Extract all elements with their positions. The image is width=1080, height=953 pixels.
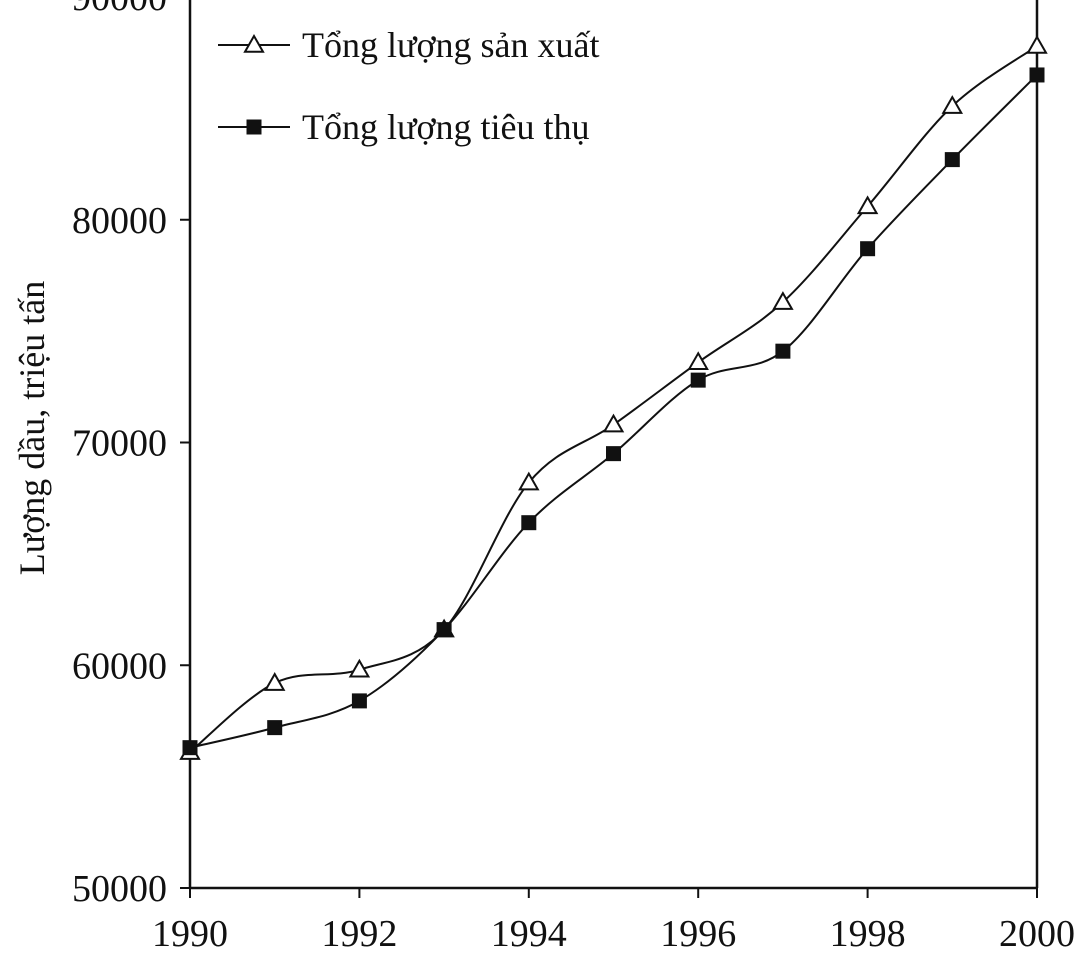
x-tick-label: 1994 — [491, 913, 567, 953]
series-line — [189, 74, 1038, 749]
y-tick-label: 50000 — [72, 868, 167, 910]
data-point — [436, 622, 452, 638]
data-point — [182, 740, 198, 756]
legend-label: Tổng lượng sản xuất — [302, 25, 600, 65]
x-tick-label: 1998 — [830, 913, 906, 953]
data-point — [860, 241, 876, 257]
y-tick-label: 80000 — [72, 200, 167, 242]
data-point — [263, 672, 286, 691]
legend-marker — [246, 119, 262, 135]
legend-label: Tổng lượng tiêu thụ — [302, 107, 590, 147]
y-tick-label: 60000 — [72, 645, 167, 687]
y-tick-label: 70000 — [72, 423, 167, 465]
data-point — [348, 658, 371, 678]
data-point — [856, 195, 879, 215]
legend: Tổng lượng sản xuất Tổng lượng tiêu thụ — [218, 25, 600, 147]
series-2 — [182, 67, 1045, 756]
y-tick-label: 90000 — [72, 0, 167, 19]
data-point — [351, 693, 367, 709]
series-group — [179, 34, 1048, 760]
x-tick-label: 2000 — [999, 913, 1075, 953]
data-point — [518, 471, 540, 491]
legend-marker — [243, 33, 265, 53]
data-point — [772, 291, 794, 310]
legend-item-1: Tổng lượng sản xuất — [218, 25, 600, 65]
data-point — [521, 515, 537, 531]
x-tick-label: 1990 — [152, 913, 228, 953]
data-point — [941, 95, 964, 114]
data-point — [606, 446, 621, 462]
data-point — [1026, 34, 1048, 54]
ticks: 1990 1992 1994 1996 1998 2000 50000 60000 70000 8… — [72, 0, 1075, 953]
data-point — [944, 152, 960, 168]
data-point — [687, 351, 709, 371]
data-point — [690, 372, 706, 388]
data-point — [775, 343, 791, 359]
data-point — [1029, 67, 1045, 83]
x-tick-label: 1992 — [321, 913, 397, 953]
y-axis-label: Lượng dầu, triệu tấn — [12, 281, 52, 575]
axes — [188, 0, 1039, 890]
series-line — [189, 45, 1038, 753]
data-point — [602, 413, 625, 433]
data-point — [267, 720, 283, 736]
legend-item-2: Tổng lượng tiêu thụ — [218, 107, 590, 147]
x-tick-label: 1996 — [660, 913, 736, 953]
